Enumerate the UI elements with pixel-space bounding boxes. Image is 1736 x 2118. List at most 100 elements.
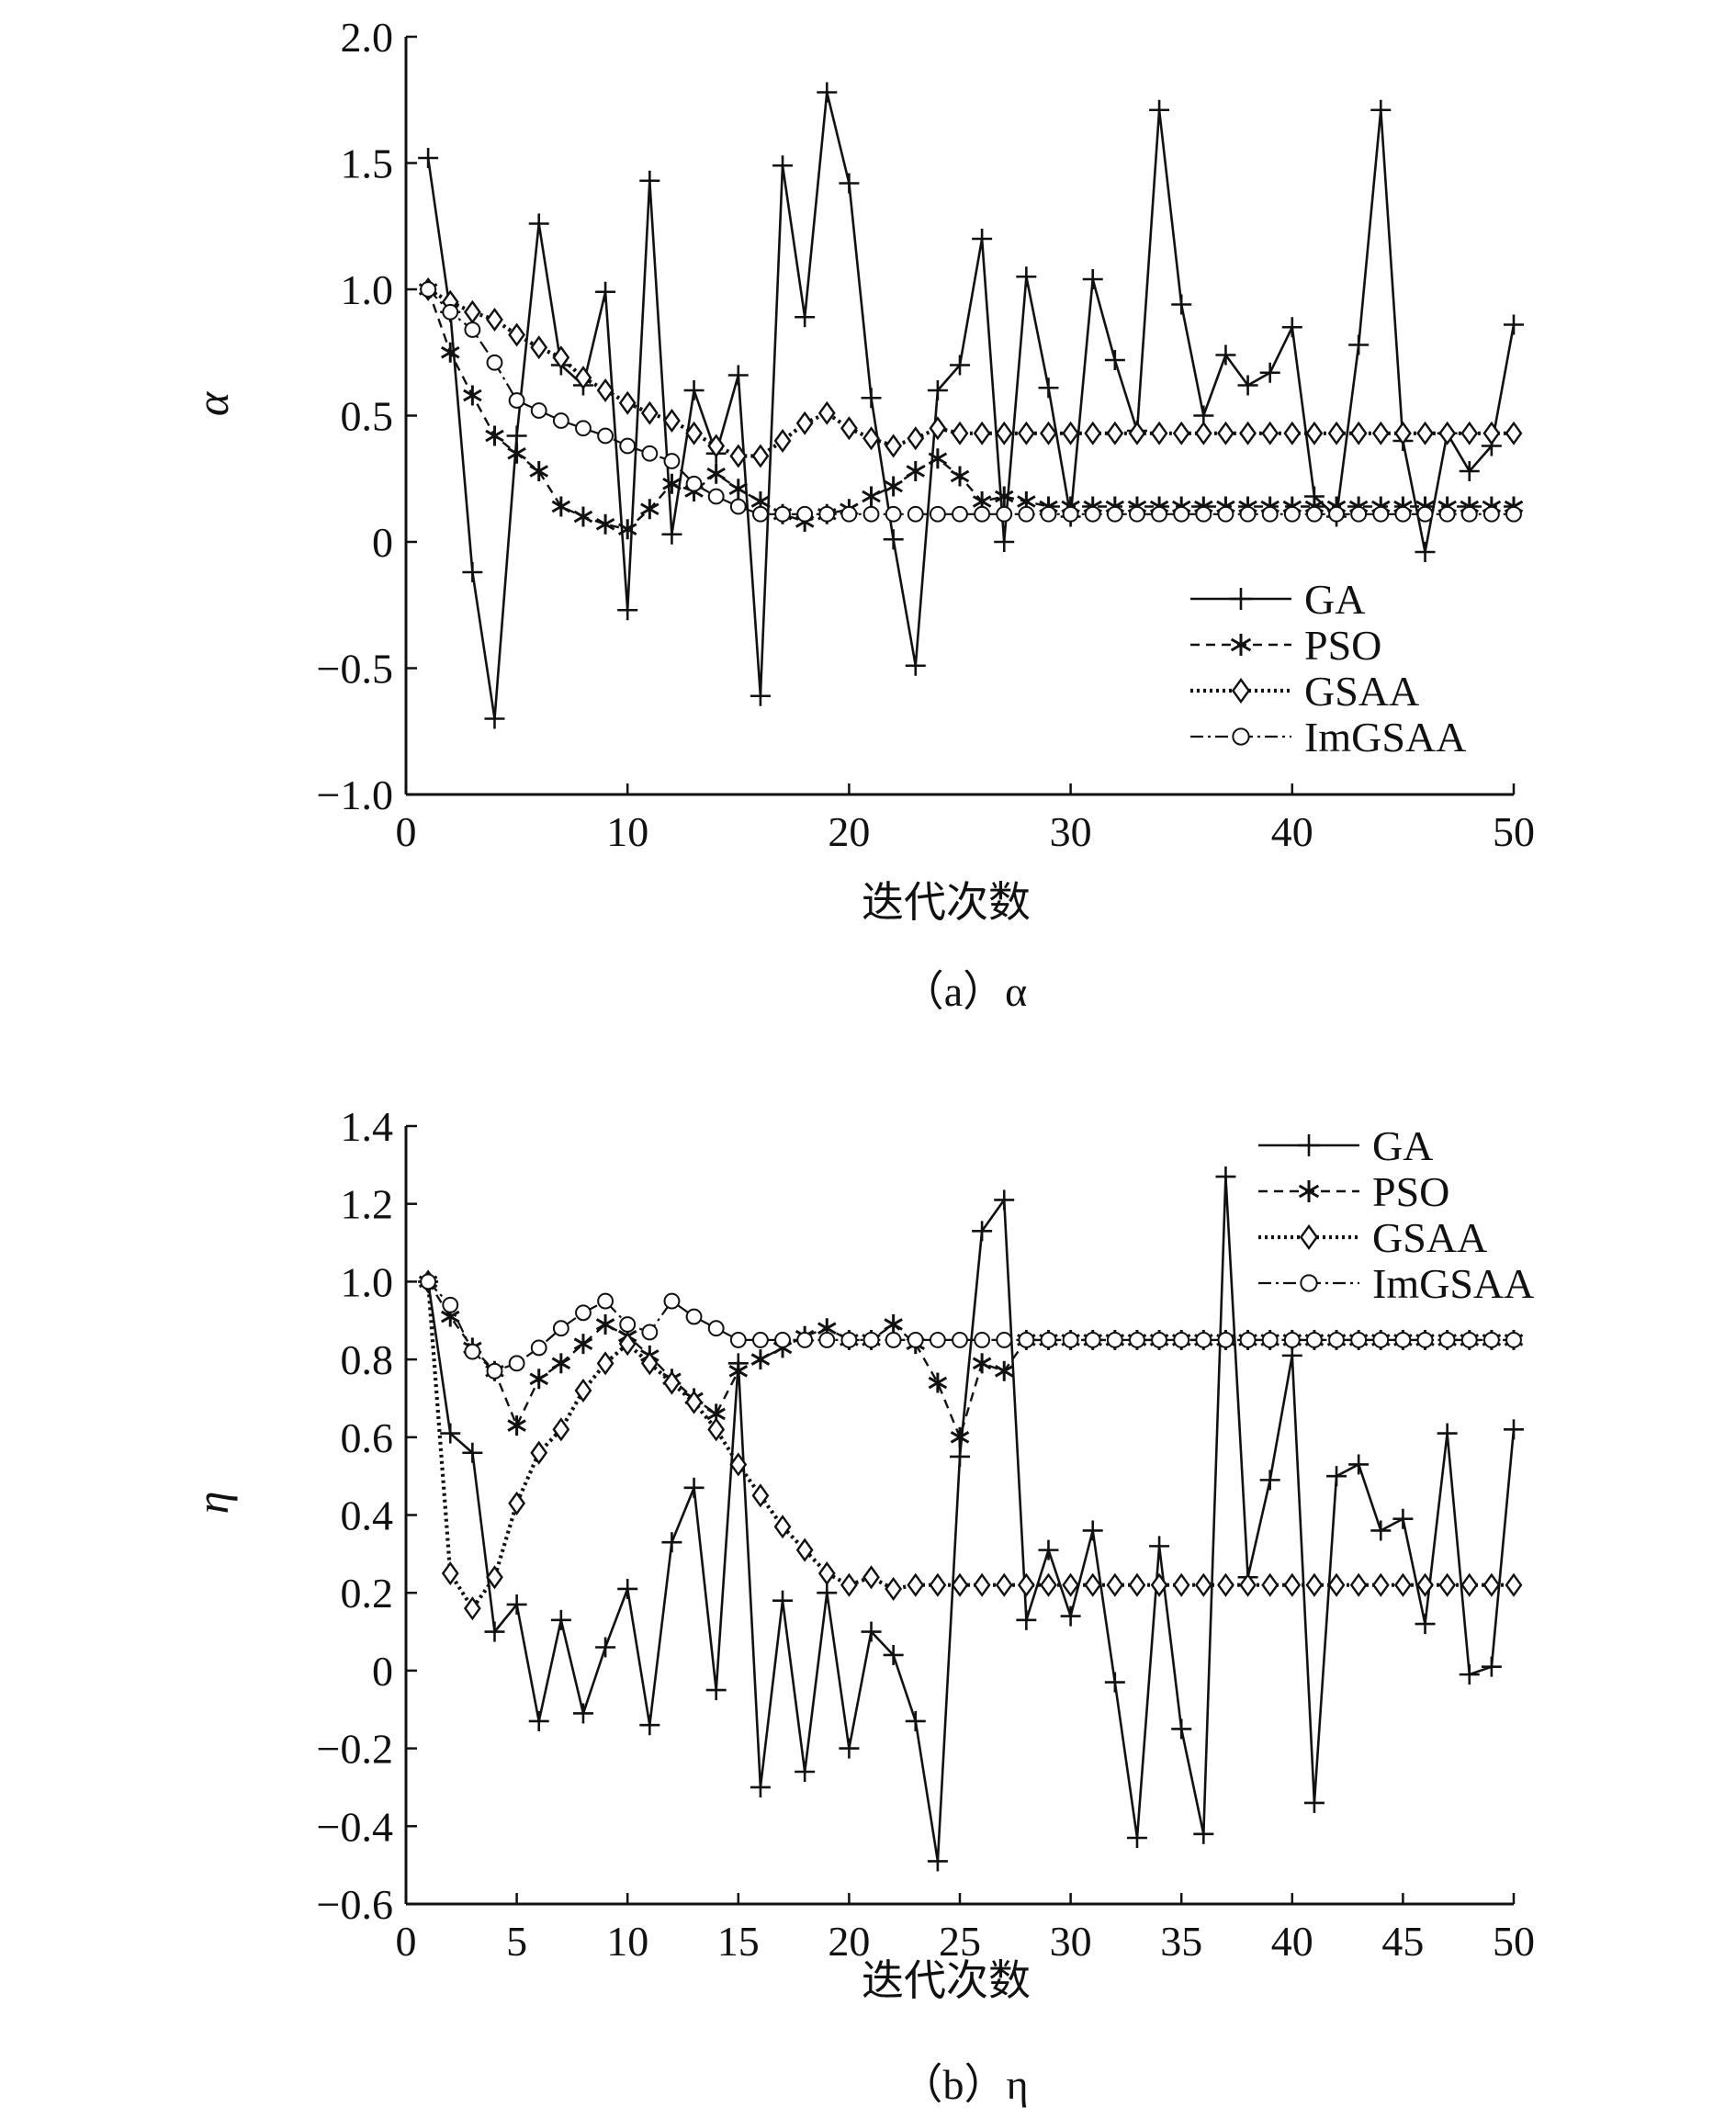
data-point [1505, 505, 1522, 523]
data-point [508, 322, 525, 347]
data-point [818, 1332, 836, 1348]
data-point [728, 1360, 749, 1381]
data-point [1217, 421, 1234, 445]
data-point [1172, 421, 1190, 445]
data-point [1261, 1332, 1279, 1348]
data-point [507, 1415, 526, 1436]
data-point [952, 505, 968, 523]
data-point [1482, 1572, 1501, 1597]
data-point [1194, 1572, 1212, 1597]
data-point [1482, 1332, 1500, 1348]
data-point [1128, 421, 1146, 445]
data-point [1104, 350, 1125, 370]
data-point [1082, 269, 1103, 289]
series-line-imgsaa [427, 1280, 1514, 1372]
legend-label-gsaa: GSAA [1372, 1214, 1487, 1261]
data-point [552, 1320, 569, 1337]
data-point [1215, 344, 1236, 366]
data-point [1371, 421, 1390, 445]
data-point [1149, 99, 1170, 120]
data-point [705, 1680, 727, 1701]
data-point [973, 1572, 991, 1597]
data-point [552, 412, 569, 429]
data-point [1217, 1572, 1234, 1597]
data-point [1350, 505, 1368, 523]
data-point [1126, 1828, 1147, 1849]
data-point [1459, 461, 1480, 481]
data-point [507, 443, 526, 464]
data-point [683, 1477, 705, 1498]
data-point [661, 1532, 682, 1553]
data-point [1062, 1572, 1079, 1597]
data-point [1106, 421, 1124, 445]
data-point [996, 505, 1013, 523]
data-point [550, 1609, 571, 1630]
data-point [1460, 1572, 1479, 1597]
data-point [1326, 1466, 1347, 1487]
legend-marker-ga [1230, 588, 1252, 610]
data-point [575, 1304, 592, 1322]
y-tick-label: 1.0 [341, 1258, 394, 1305]
data-point [840, 505, 858, 523]
data-point [1016, 266, 1037, 287]
data-point [1062, 1332, 1079, 1348]
data-point [1151, 505, 1167, 523]
data-point [907, 426, 925, 451]
data-point [994, 1189, 1015, 1211]
data-point [839, 173, 860, 194]
legend-label-ga: GA [1372, 1122, 1433, 1169]
y-tick-label: −0.6 [317, 1881, 393, 1928]
data-point [617, 600, 638, 621]
data-point [1303, 1792, 1325, 1813]
data-point [685, 475, 703, 492]
y-tick-label: 0.6 [341, 1414, 394, 1461]
data-point [929, 1572, 947, 1597]
data-point [663, 1292, 681, 1310]
data-point [1261, 1572, 1279, 1597]
y-tick-label: 1.0 [341, 266, 394, 313]
data-point [1106, 1332, 1123, 1348]
data-point [1040, 505, 1057, 523]
data-point [508, 392, 525, 409]
data-point [663, 453, 681, 469]
data-point [529, 461, 548, 481]
data-point [1416, 1572, 1434, 1597]
data-point [1283, 1332, 1301, 1348]
data-point [440, 342, 460, 363]
data-point [1060, 1605, 1081, 1627]
data-point [1349, 1572, 1368, 1597]
data-point [928, 448, 948, 469]
data-point [1017, 1572, 1035, 1597]
y-tick-label: 2.0 [341, 14, 394, 61]
data-point [1370, 99, 1392, 120]
data-point [706, 463, 726, 484]
data-point [574, 366, 592, 390]
data-point [1416, 505, 1434, 523]
data-point [618, 1332, 637, 1357]
data-point [1062, 505, 1079, 523]
data-point [796, 1332, 814, 1348]
data-point [727, 365, 749, 386]
data-point [1173, 505, 1190, 523]
data-point [752, 505, 769, 523]
data-point [572, 1703, 593, 1724]
data-point [772, 155, 794, 176]
data-point [639, 1715, 660, 1736]
data-point [795, 1538, 814, 1562]
data-point [1239, 1572, 1257, 1597]
data-point [1129, 1332, 1145, 1348]
data-point [1460, 505, 1478, 523]
legend-marker-imgsaa [1300, 1274, 1318, 1292]
data-point [1084, 1572, 1102, 1597]
data-point [1394, 1572, 1412, 1597]
data-point [462, 1442, 483, 1463]
series-line-gsaa [426, 1281, 1514, 1611]
data-point [1259, 362, 1280, 383]
y-tick-label: 0.2 [341, 1570, 394, 1617]
data-point [506, 1594, 527, 1615]
legend-label-pso: PSO [1304, 622, 1381, 669]
data-point [974, 1332, 991, 1348]
data-point [1261, 421, 1279, 445]
x-tick-label: 30 [1050, 808, 1092, 855]
